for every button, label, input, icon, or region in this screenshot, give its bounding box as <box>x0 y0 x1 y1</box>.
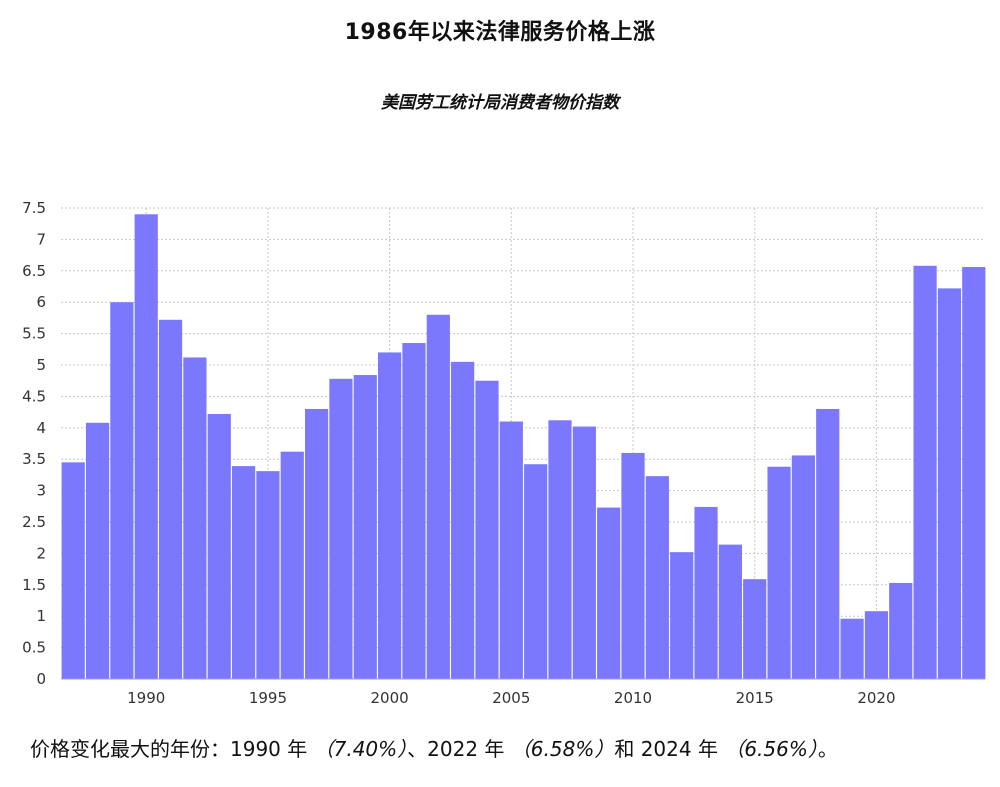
footnote-suffix: 。 <box>817 737 838 761</box>
x-tick-label: 2020 <box>857 689 895 707</box>
bar-2003 <box>451 361 475 679</box>
bar-2016 <box>767 466 791 679</box>
bar-2024 <box>962 267 986 679</box>
footnote-prefix: 价格变化最大的年份：1990 年 <box>30 737 308 761</box>
bar-chart: 0 0.5 1 1.5 2 2.5 3 3.5 4 4.5 5 5.5 6 6.5 7 7.5 1990 1995… <box>22 199 986 707</box>
y-tick-label: 2.5 <box>22 513 46 531</box>
y-tick-label: 5.5 <box>22 325 46 343</box>
bar-2002 <box>426 314 450 679</box>
bar-1994 <box>231 466 256 679</box>
bar-1989 <box>110 302 134 679</box>
bar-2000 <box>378 352 402 679</box>
y-tick-label: 1.5 <box>22 576 46 594</box>
x-tick-label: 2015 <box>736 689 774 707</box>
chart-subtitle: 美国劳工统计局消费者物价指数 <box>381 93 619 113</box>
bar-2023 <box>937 288 962 679</box>
footnote-value-2024: （6.56%） <box>724 737 818 761</box>
y-tick-label: 4 <box>36 419 46 437</box>
footnote-separator-1: 、2022 年 <box>407 737 505 761</box>
bar-2022 <box>913 265 937 679</box>
y-tick-label: 2 <box>36 544 46 562</box>
bar-2001 <box>402 343 426 679</box>
bar-1988 <box>85 422 110 679</box>
bar-2017 <box>791 455 815 679</box>
bar-2015 <box>743 579 767 679</box>
chart-title: 1986年以来法律服务价格上涨 <box>344 20 656 45</box>
y-tick-label: 4.5 <box>22 387 46 405</box>
bar-2011 <box>645 476 669 679</box>
y-tick-label: 5 <box>36 356 46 374</box>
bar-2018 <box>816 408 840 679</box>
y-tick-label: 6.5 <box>22 262 46 280</box>
bar-2014 <box>718 544 742 679</box>
y-tick-label: 3.5 <box>22 450 46 468</box>
bar-2008 <box>572 426 596 679</box>
bar-2006 <box>524 464 548 679</box>
bar-2005 <box>499 421 523 679</box>
bar-1987 <box>61 462 85 679</box>
footnote-value-1990: （7.40%） <box>313 737 408 761</box>
footnote-value-2022: （6.58%） <box>510 737 615 761</box>
footnote-separator-2: 和 2024 年 <box>614 737 718 761</box>
y-tick-label: 7.5 <box>22 199 46 217</box>
bar-1997 <box>305 408 329 679</box>
footnote: 价格变化最大的年份：1990 年 （7.40%）、2022 年 （6.58%）和… <box>30 733 838 762</box>
y-tick-label: 1 <box>36 607 46 625</box>
x-tick-label: 2000 <box>371 689 409 707</box>
y-tick-label: 3 <box>36 482 46 500</box>
bar-2004 <box>475 380 499 679</box>
bar-2021 <box>889 582 913 679</box>
x-tick-label: 1990 <box>127 689 165 707</box>
bar-1999 <box>353 375 377 679</box>
y-tick-label: 0 <box>36 670 46 688</box>
bar-1996 <box>280 451 304 679</box>
bar-1998 <box>329 378 353 679</box>
x-tick-label: 2005 <box>492 689 530 707</box>
bar-2007 <box>548 420 572 679</box>
bar-2009 <box>597 507 621 679</box>
bar-2019 <box>840 618 864 679</box>
bar-2020 <box>864 611 889 679</box>
bar-1995 <box>256 471 280 679</box>
y-tick-label: 0.5 <box>22 639 46 657</box>
bar-2013 <box>694 506 718 679</box>
bar-1993 <box>207 413 231 679</box>
x-tick-label: 1995 <box>249 689 287 707</box>
y-tick-label: 6 <box>36 293 46 311</box>
bar-2010 <box>621 452 645 679</box>
bar-1991 <box>158 319 183 679</box>
bar-1992 <box>183 357 207 679</box>
x-tick-label: 2010 <box>614 689 652 707</box>
bar-2012 <box>670 552 694 679</box>
bar-1990 <box>134 214 158 679</box>
y-tick-label: 7 <box>36 230 46 248</box>
